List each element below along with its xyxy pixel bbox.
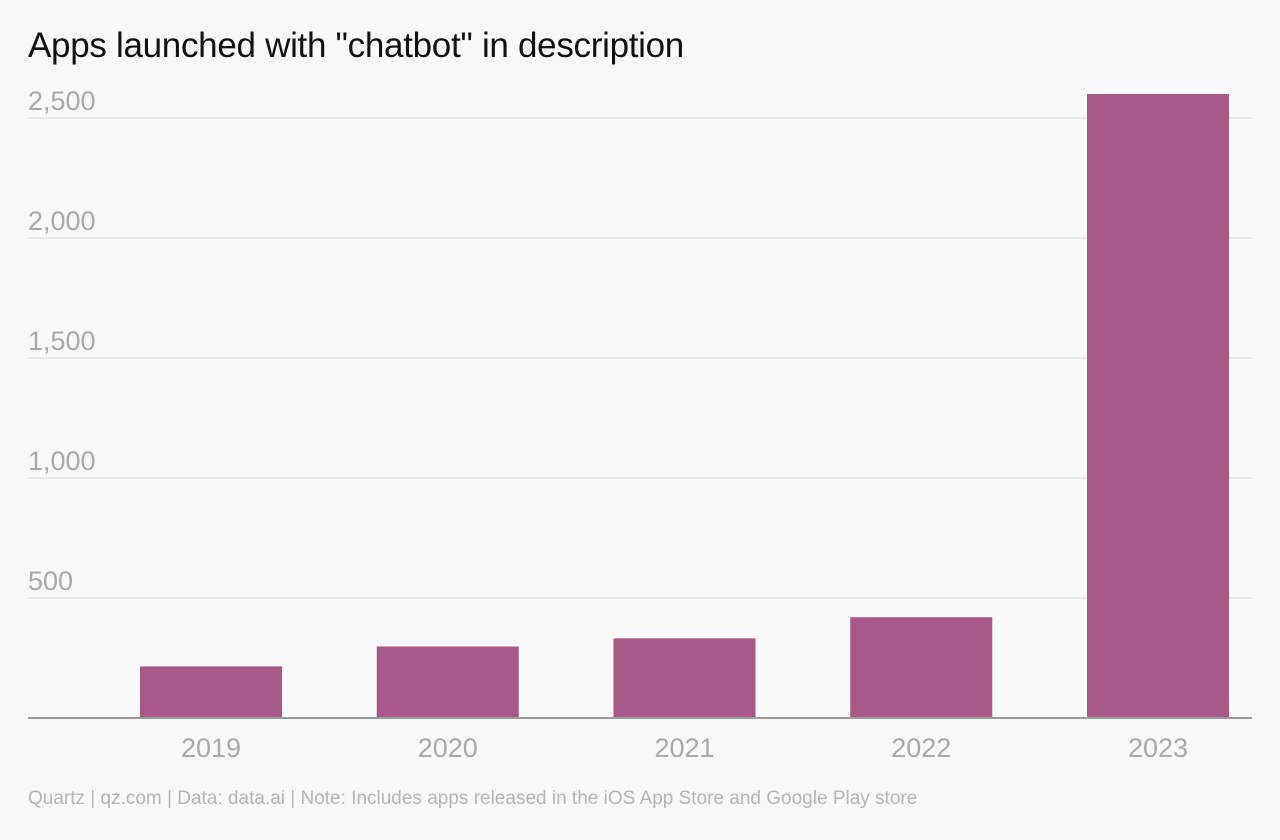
source-footnote: Quartz | qz.com | Data: data.ai | Note: … (28, 788, 918, 809)
x-tick-label: 2021 (654, 733, 714, 763)
y-tick-label: 2,000 (28, 206, 96, 236)
y-tick-label: 500 (28, 566, 73, 596)
x-tick-label: 2019 (181, 733, 241, 763)
x-tick-label: 2020 (418, 733, 478, 763)
y-tick-label: 1,000 (28, 446, 96, 476)
bar-chart: 500 1,000 1,500 2,000 2,500 2019 2020 2021 2022… (28, 86, 1252, 763)
chart-title: Apps launched with "chatbot" in descript… (28, 26, 684, 65)
bar-2020 (376, 646, 519, 718)
bars (140, 94, 1229, 718)
x-tick-label: 2022 (891, 733, 951, 763)
bar-2023 (1087, 94, 1229, 718)
y-tick-label: 1,500 (28, 326, 96, 356)
y-tick-labels: 500 1,000 1,500 2,000 2,500 (28, 86, 96, 596)
bar-2021 (613, 638, 756, 718)
x-tick-labels: 2019 2020 2021 2022 2023 (181, 733, 1188, 763)
y-tick-label: 2,500 (28, 86, 96, 116)
bar-2022 (850, 617, 993, 718)
x-tick-label: 2023 (1128, 733, 1188, 763)
bar-2019 (140, 666, 282, 718)
gridlines (28, 117, 1252, 599)
